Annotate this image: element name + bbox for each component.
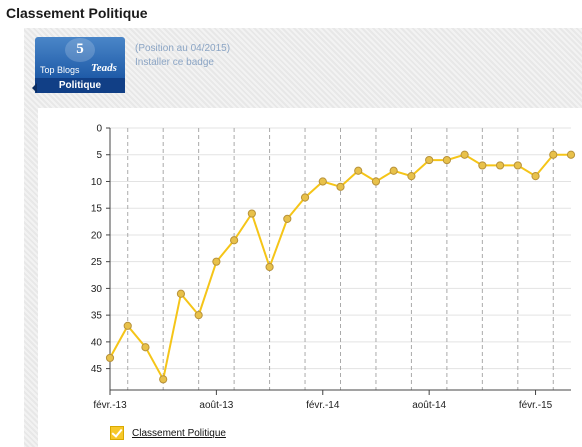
y-tick-label: 40 [91, 337, 103, 348]
badge-ribbon-icon [32, 83, 37, 93]
data-point [318, 177, 327, 186]
badge-header: 5 Top Blogs Teads [35, 37, 125, 78]
y-tick-label: 20 [91, 230, 103, 241]
badge-rank-circle-icon [65, 38, 95, 62]
data-point [105, 353, 115, 363]
data-point [389, 166, 398, 175]
data-point [513, 161, 522, 170]
x-tick-label: févr.-14 [306, 400, 340, 411]
data-point [265, 262, 274, 272]
page-title: Classement Politique [6, 5, 148, 21]
badge-brand-logo: Teads [91, 62, 117, 74]
y-tick-label: 10 [91, 177, 103, 188]
y-tick-label: 35 [91, 311, 103, 322]
data-point [300, 193, 310, 202]
chart-panel: 0 5 10 15 20 25 30 35 40 45 févr.-13 août-13 févr.-1… [38, 108, 582, 447]
data-point [141, 343, 150, 352]
data-point [123, 321, 132, 330]
legend-series-label[interactable]: Classement Politique [132, 427, 226, 439]
data-point [478, 161, 487, 170]
x-tick-label: févr.-15 [519, 400, 553, 411]
badge-rank: 5 [76, 41, 84, 57]
y-tick-label: 15 [91, 204, 103, 215]
data-point [336, 182, 345, 191]
data-point [495, 161, 505, 170]
x-tick-label: août-14 [412, 400, 446, 411]
ranking-badge[interactable]: 5 Top Blogs Teads Politique [32, 37, 125, 94]
x-tick-label: févr.-13 [93, 400, 127, 411]
data-point [354, 166, 363, 175]
data-point [442, 155, 451, 165]
data-point [425, 155, 434, 165]
install-badge-link[interactable]: Installer ce badge [135, 57, 214, 68]
y-tick-label: 45 [91, 364, 103, 375]
data-point [194, 311, 203, 320]
data-point [230, 236, 239, 245]
data-point [283, 214, 292, 223]
data-point [460, 150, 469, 159]
data-point [176, 289, 186, 298]
data-point [212, 257, 221, 266]
badge-subtitle: Top Blogs [40, 65, 80, 75]
y-tick-label: 0 [96, 124, 102, 135]
x-tick-label: août-13 [199, 400, 233, 411]
y-tick-label: 30 [91, 284, 103, 295]
legend-checkbox-icon[interactable] [110, 426, 124, 440]
y-tick-label: 5 [96, 150, 102, 161]
position-note: (Position au 04/2015) [135, 43, 231, 54]
data-point [371, 177, 381, 186]
y-tick-label: 25 [91, 257, 103, 268]
data-point [247, 209, 256, 218]
chart-legend[interactable]: Classement Politique [110, 425, 226, 441]
badge-info: (Position au 04/2015) Installer ce badge [135, 42, 230, 70]
data-point [531, 172, 540, 181]
data-point [549, 150, 558, 159]
data-point [566, 150, 576, 159]
data-point [159, 375, 168, 384]
data-point [407, 172, 416, 181]
badge-category: Politique [35, 78, 125, 93]
ranking-line-chart: 0 5 10 15 20 25 30 35 40 45 févr.-13 août-13 févr.-1… [91, 124, 576, 411]
